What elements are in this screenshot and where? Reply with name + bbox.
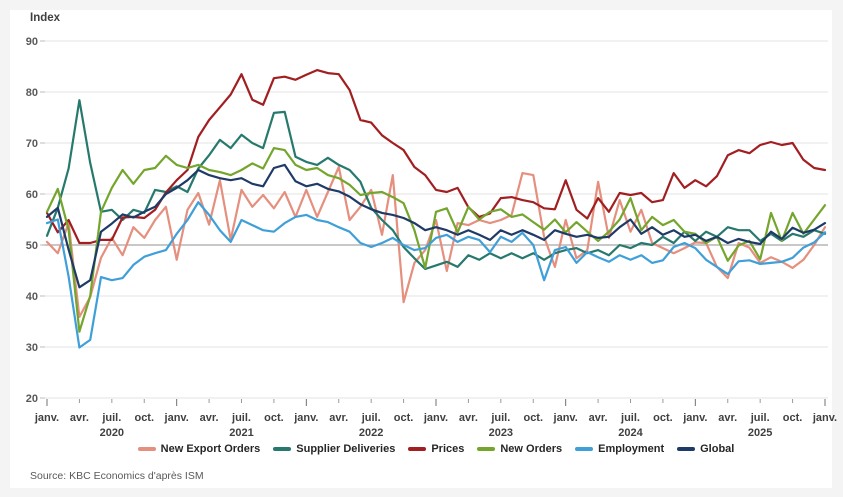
x-year-label: 2024 — [618, 427, 643, 439]
legend-item: New Export Orders — [137, 443, 261, 455]
x-tick-label: oct. — [783, 412, 803, 424]
y-tick-label: 50 — [26, 240, 38, 252]
y-tick-label: 30 — [26, 342, 38, 354]
x-tick-label: oct. — [394, 412, 414, 424]
legend-label: Employment — [598, 443, 665, 455]
x-tick-label: janv. — [682, 412, 707, 424]
x-tick-label: juil. — [490, 412, 510, 424]
x-tick-label: janv. — [423, 412, 448, 424]
x-tick-label: oct. — [134, 412, 154, 424]
x-tick-label: janv. — [812, 412, 837, 424]
legend-item: Employment — [575, 443, 664, 455]
x-tick-label: janv. — [553, 412, 578, 424]
x-tick-label: oct. — [653, 412, 673, 424]
y-tick-label: 80 — [26, 87, 38, 99]
legend-swatch-icon — [677, 447, 696, 451]
x-year-label: 2020 — [100, 427, 124, 439]
legend-label: Prices — [431, 443, 465, 455]
x-tick-label: avr. — [329, 412, 348, 424]
legend-swatch-icon — [273, 447, 292, 451]
x-tick-label: juil. — [620, 412, 640, 424]
series-employment — [45, 201, 827, 349]
series-new-export-orders — [45, 165, 827, 318]
chart-legend: New Export Orders Supplier Deliveries Pric… — [47, 443, 825, 455]
source-note: Source: KBC Economics d'après ISM — [30, 470, 204, 482]
y-tick-label: 20 — [26, 393, 38, 405]
legend-item: Prices — [408, 443, 464, 455]
y-axis-title: Index — [30, 12, 61, 24]
y-tick-label: 40 — [26, 291, 38, 303]
series-global — [45, 163, 827, 289]
legend-label: Global — [700, 443, 735, 455]
x-tick-label: avr. — [459, 412, 478, 424]
x-tick-label: avr. — [589, 412, 608, 424]
legend-item: Global — [677, 443, 734, 455]
x-tick-label: janv. — [34, 412, 59, 424]
x-tick-label: juil. — [101, 412, 121, 424]
y-tick-label: 90 — [26, 36, 38, 48]
x-year-label: 2022 — [359, 427, 383, 439]
legend-label: Supplier Deliveries — [296, 443, 396, 455]
x-tick-label: avr. — [70, 412, 89, 424]
series-prices — [45, 68, 827, 245]
x-tick-label: janv. — [293, 412, 318, 424]
x-tick-label: juil. — [231, 412, 251, 424]
x-tick-label: avr. — [200, 412, 219, 424]
x-tick-label: juil. — [361, 412, 381, 424]
legend-label: New Orders — [500, 443, 563, 455]
legend-swatch-icon — [575, 447, 594, 451]
x-year-label: 2023 — [489, 427, 513, 439]
x-tick-label: oct. — [523, 412, 543, 424]
legend-item: Supplier Deliveries — [273, 443, 395, 455]
x-tick-label: oct. — [264, 412, 284, 424]
y-tick-label: 70 — [26, 138, 38, 150]
legend-label: New Export Orders — [160, 443, 261, 455]
legend-swatch-icon — [137, 447, 156, 451]
y-tick-label: 60 — [26, 189, 38, 201]
x-year-label: 2021 — [229, 427, 253, 439]
legend-swatch-icon — [477, 447, 496, 451]
series-supplier-deliveries — [45, 99, 827, 271]
x-year-label: 2025 — [748, 427, 772, 439]
legend-swatch-icon — [408, 447, 427, 451]
legend-item: New Orders — [477, 443, 562, 455]
x-tick-label: avr. — [718, 412, 737, 424]
x-tick-label: juil. — [750, 412, 770, 424]
x-tick-label: janv. — [164, 412, 189, 424]
